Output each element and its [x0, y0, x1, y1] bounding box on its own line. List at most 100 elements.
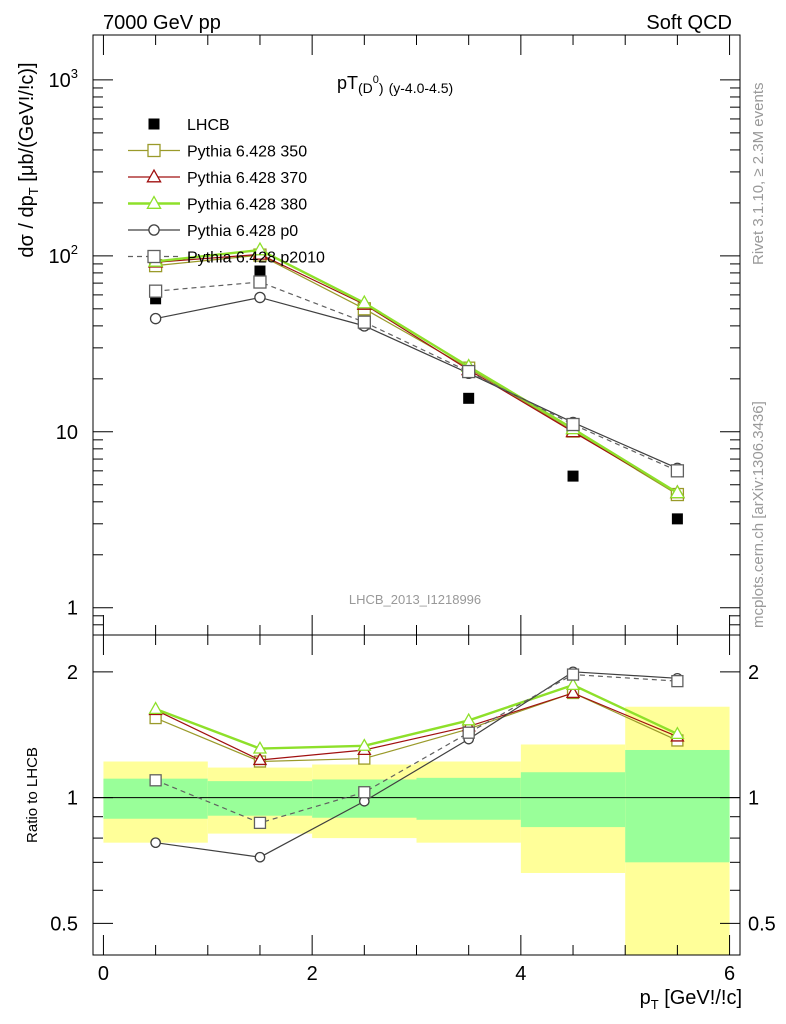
p380-point: [669, 484, 686, 499]
ratio-panel: 0.5 0.5 1 1 2 2 0 2 4 6 Ratio to LHCB pT [GeV!/!c…: [24, 634, 776, 1012]
p380-ratio-line: [155, 683, 678, 750]
legend-label-lhcb: LHCB: [187, 117, 230, 134]
series-p2010: [148, 275, 685, 478]
lhcb-point: [567, 470, 579, 482]
header-left: 7000 GeV pp: [103, 12, 221, 34]
p380-ratio-point: [252, 740, 268, 754]
ratio-xlabel: pT [GeV!/!c]: [640, 987, 742, 1012]
x-tick-label: 4: [515, 963, 526, 985]
p2010-ratio-line: [155, 673, 678, 824]
p380-line: [155, 248, 679, 494]
p2010-line: [155, 281, 678, 472]
x-tick-label: 2: [307, 963, 318, 985]
series-p380: [147, 241, 686, 499]
p0-ratio-point: [150, 837, 161, 849]
x-tick-label: 0: [98, 963, 109, 985]
p380-point: [252, 241, 268, 256]
analysis-label: LHCB_2013_I1218996: [349, 592, 481, 607]
ratio-series-p2010: [149, 668, 684, 830]
p0-ratio-line: [155, 671, 678, 858]
ratio-y-tick-label-right: 0.5: [748, 913, 776, 935]
lhcb-point: [150, 293, 162, 305]
lhcb-point: [254, 265, 266, 277]
band-inner: [207, 781, 313, 816]
main-title: pT(D0) (y-4.0-4.5): [337, 73, 453, 96]
p2010-point: [670, 464, 685, 478]
p370-ratio-point: [565, 685, 581, 699]
x-tick-label: 6: [724, 963, 735, 985]
p0-point: [149, 312, 162, 325]
ratio-axes: 0.5 0.5 1 1 2 2 0 2 4 6: [50, 635, 776, 985]
p370-line: [155, 253, 678, 494]
legend-label-p350: Pythia 6.428 350: [187, 144, 307, 161]
p380-ratio-point: [565, 677, 581, 691]
main-title-sup: 0: [373, 74, 379, 86]
legend-marker-p0: [148, 224, 160, 236]
rivet-text: Rivet 3.1.10, ≥ 2.3M events: [750, 83, 767, 266]
y-tick-label: 102: [49, 242, 78, 268]
p2010-ratio-point: [253, 816, 267, 830]
main-title-suffix: (y-4.0-4.5): [389, 80, 454, 96]
ratio-y-tick-label-left: 2: [67, 662, 78, 684]
band-inner: [416, 777, 521, 820]
main-title-paren: (D: [358, 80, 373, 96]
legend-marker-p380: [146, 195, 162, 209]
legend-label-p380: Pythia 6.428 380: [187, 197, 307, 214]
legend-label-p370: Pythia 6.428 370: [187, 170, 307, 187]
legend-marker-p370: [146, 168, 162, 183]
p370-ratio-point: [252, 752, 268, 766]
ratio-y-tick-label-right: 1: [748, 788, 759, 810]
ratio-y-tick-label-right: 2: [748, 662, 759, 684]
source-text: mcplots.cern.ch [arXiv:1306.3436]: [750, 401, 767, 628]
p2010-point: [253, 275, 267, 289]
ratio-y-tick-label-left: 1: [67, 788, 78, 810]
header-right: Soft QCD: [646, 12, 732, 34]
legend: LHCB Pythia 6.428 350 Pythia 6.428 370 Pyth…: [128, 117, 325, 267]
ratio-y-tick-label-left: 0.5: [50, 913, 78, 935]
p380-ratio-point: [357, 738, 372, 751]
main-title-close: ): [379, 80, 384, 96]
p2010-point: [566, 417, 580, 432]
p380-point: [356, 294, 373, 309]
p2010-point: [462, 364, 476, 379]
ratio-plot-area: [93, 666, 740, 955]
main-plot-area: [147, 241, 686, 525]
p2010-ratio-point: [358, 786, 371, 799]
p380-ratio-point: [148, 701, 163, 714]
legend-marker-p2010: [147, 249, 161, 264]
p370-ratio-line: [155, 692, 678, 761]
p380-ratio-point: [461, 712, 476, 726]
p2010-ratio-point: [566, 668, 580, 681]
series-p350: [148, 248, 685, 502]
ratio-ylabel: Ratio to LHCB: [24, 747, 41, 843]
legend-marker-p350: [147, 143, 161, 158]
p380-ratio-point: [670, 726, 685, 740]
p350-line: [155, 254, 678, 496]
legend-label-p2010: Pythia 6.428 p2010: [187, 250, 325, 267]
series-lhcb: [150, 265, 683, 525]
y-tick-label: 1: [67, 598, 78, 620]
p2010-ratio-point: [462, 726, 475, 739]
lhcb-point: [463, 392, 475, 404]
p2010-ratio-point: [149, 774, 162, 787]
p2010-point: [148, 284, 163, 298]
p2010-ratio-point: [671, 674, 684, 688]
p2010-point: [357, 315, 371, 329]
p0-line: [155, 296, 678, 469]
p0-ratio-point: [254, 851, 266, 863]
band-inner: [520, 772, 626, 828]
legend-marker-lhcb: [148, 118, 160, 130]
y-tick-label: 103: [49, 66, 78, 92]
band-inner: [625, 749, 730, 863]
p0-point: [254, 291, 266, 304]
p350-ratio-line: [155, 692, 678, 763]
main-axes: 1 10 102 103: [49, 35, 740, 636]
main-title-text: pT: [337, 73, 358, 93]
main-ylabel: dσ / dpT [μb/(GeV!/!c)]: [16, 62, 41, 257]
y-tick-label: 10: [56, 422, 78, 444]
ratio-series-p380: [148, 677, 685, 754]
legend-label-p0: Pythia 6.428 p0: [187, 223, 298, 240]
main-panel: 1 10 102 103 pT(D0) (y-4.0-4.5) dσ / dpT [μb…: [16, 34, 741, 636]
lhcb-point: [671, 513, 683, 525]
